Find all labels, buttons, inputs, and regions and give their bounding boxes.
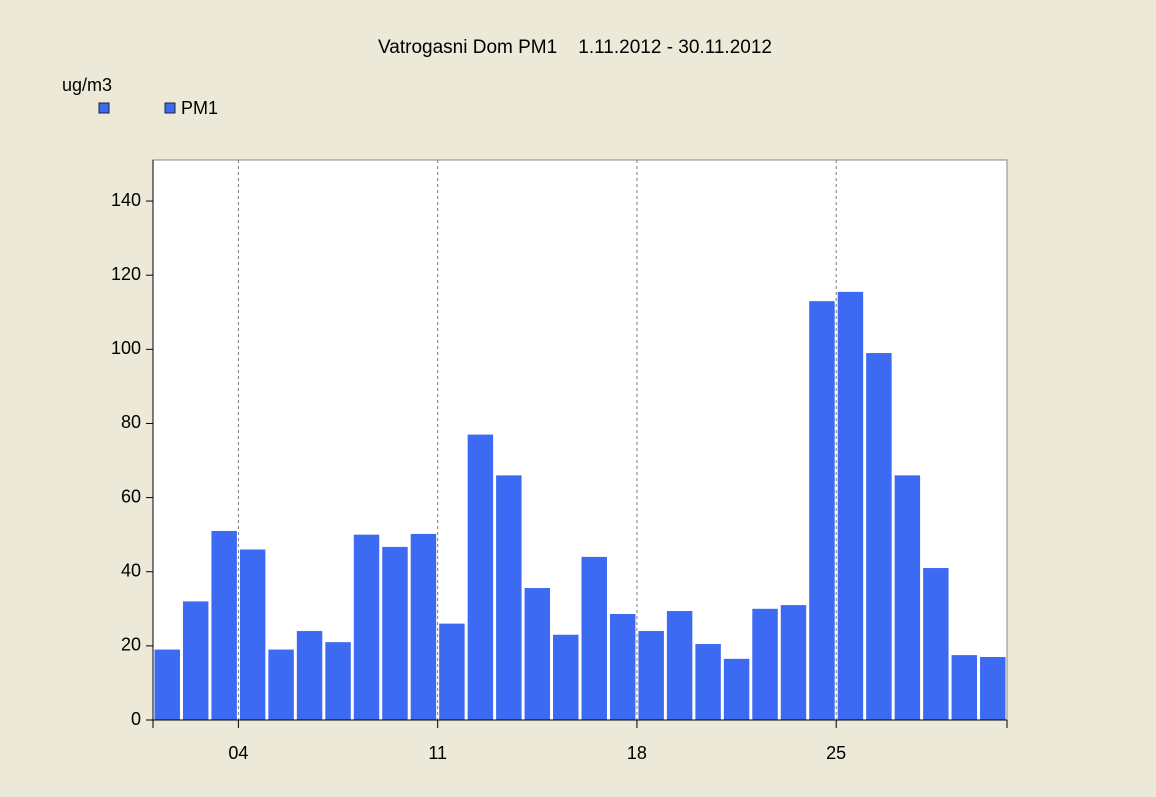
y-tick-label: 100 — [111, 338, 141, 358]
y-tick-label: 60 — [121, 486, 141, 506]
plot-area — [152, 159, 1008, 721]
bar — [923, 568, 949, 720]
y-tick-label: 40 — [121, 560, 141, 580]
bar — [467, 434, 494, 720]
x-tick-label: 25 — [826, 743, 846, 763]
bar — [353, 534, 380, 720]
y-tick-label: 0 — [131, 709, 141, 729]
bar — [666, 611, 693, 720]
bar — [837, 291, 864, 720]
y-tick-label: 140 — [111, 190, 141, 210]
y-tick-label: 20 — [121, 635, 141, 655]
bar — [439, 623, 465, 720]
x-tick-label: 11 — [428, 743, 447, 763]
bar — [695, 644, 721, 720]
y-axis-label: ug/m3 — [62, 75, 112, 95]
bar — [752, 608, 778, 720]
x-tick-label: 04 — [228, 743, 248, 763]
bar — [382, 546, 408, 720]
bar — [809, 301, 835, 720]
bar — [638, 631, 664, 720]
x-tick-label: 18 — [627, 743, 647, 763]
bar — [268, 649, 294, 720]
bar — [524, 588, 551, 720]
bar — [182, 601, 209, 720]
legend-swatch — [98, 102, 110, 114]
bar — [296, 631, 323, 720]
bar — [154, 649, 180, 720]
bar — [780, 605, 807, 720]
bar — [211, 530, 237, 720]
legend-label: PM1 — [181, 98, 218, 118]
bar — [581, 556, 607, 720]
y-tick-label: 80 — [121, 412, 141, 432]
bar — [980, 656, 1006, 720]
bar — [496, 475, 522, 720]
bar — [951, 655, 978, 720]
bar — [723, 658, 750, 720]
bar — [866, 353, 892, 720]
bar — [410, 533, 437, 720]
chart-title: Vatrogasni Dom PM1 1.11.2012 - 30.11.201… — [378, 37, 772, 58]
bar — [894, 475, 921, 720]
bar — [553, 634, 579, 720]
bar — [239, 549, 266, 720]
bar — [325, 642, 351, 720]
bar — [609, 613, 636, 720]
legend-swatch — [164, 102, 176, 114]
y-tick-label: 120 — [111, 264, 141, 284]
plot: 04 11 18 25 0 20 40 60 80 100 120 140 — [111, 160, 1008, 763]
